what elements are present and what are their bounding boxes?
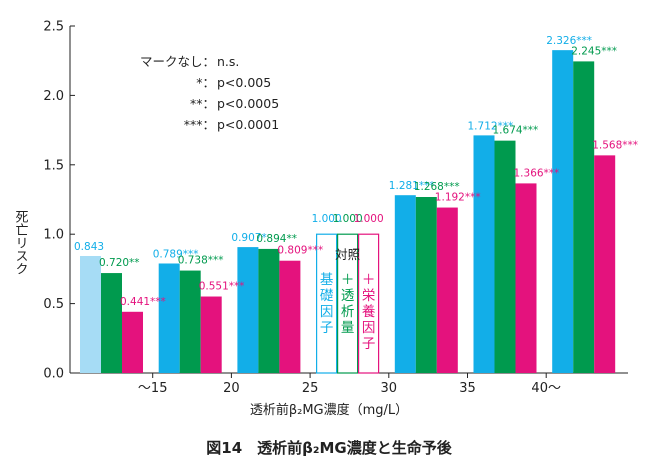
x-axis-label: 透析前β₂MG濃度（mg/L） xyxy=(250,402,408,418)
reference-series-label: 因 xyxy=(320,304,334,320)
data-label: 1.281*** xyxy=(389,180,435,192)
significance-legend: マークなし： n.s.*： p<0.005**： p<0.0005***： p<0.00… xyxy=(140,54,279,132)
figure-caption: 図14 透析前β₂MG濃度と生命予後 xyxy=(206,439,452,457)
bar xyxy=(594,155,616,373)
axes: 0.0 0.5 1.0 1.5 2.0 2.5 〜15 20 25 30 35 40〜 xyxy=(43,20,628,396)
data-labels: 0.843 0.720** 0.441*** 0.789***0.738*** 0.55… xyxy=(74,35,638,352)
y-tick-label: 2.5 xyxy=(43,20,64,35)
bar xyxy=(80,255,101,373)
bar xyxy=(179,270,201,373)
legend-text: n.s. xyxy=(217,54,239,69)
legend-mark: ***： xyxy=(184,117,215,132)
data-label: 0.894** xyxy=(256,233,297,245)
bar xyxy=(101,273,122,373)
bar-reference xyxy=(358,233,380,374)
bar-reference xyxy=(316,233,338,374)
data-label: 0.907* xyxy=(231,232,266,244)
bar-reference xyxy=(337,233,359,374)
bar xyxy=(415,197,437,373)
bar xyxy=(279,260,301,373)
reference-series-label: 礎 xyxy=(320,288,334,304)
legend-mark: *： xyxy=(196,75,215,90)
reference-series-label: 養 xyxy=(362,303,376,320)
data-label: 1.000 xyxy=(354,213,384,225)
data-label: 1.192*** xyxy=(435,192,481,204)
data-label: 0.809*** xyxy=(277,245,323,257)
data-label: 0.720** xyxy=(99,257,140,269)
reference-series-label: 量 xyxy=(341,320,355,336)
legend-mark: **： xyxy=(190,96,215,111)
reference-series-label: 透 xyxy=(341,288,355,304)
data-label: 0.551*** xyxy=(199,281,245,293)
reference-series-label: ＋ xyxy=(362,272,376,288)
y-tick-label: 0.5 xyxy=(43,297,64,312)
y-axis-label: 死亡リスク xyxy=(13,210,29,275)
reference-series-label: 子 xyxy=(320,320,334,336)
bar xyxy=(200,296,222,373)
data-label: 1.366*** xyxy=(514,167,560,179)
x-tick-label: 〜15 xyxy=(138,381,168,396)
legend-text: p<0.0001 xyxy=(217,117,279,132)
bar xyxy=(158,263,180,373)
bar xyxy=(122,311,143,373)
bar xyxy=(515,183,537,373)
legend-text: p<0.0005 xyxy=(217,96,279,111)
reference-label: 対照 xyxy=(335,247,360,262)
data-label: 0.738*** xyxy=(178,255,224,267)
legend-mark: マークなし： xyxy=(140,54,215,69)
data-label: 0.789*** xyxy=(153,248,199,260)
reference-series-label: 栄 xyxy=(362,288,376,304)
reference-series-label: 子 xyxy=(362,336,376,352)
x-tick-label: 25 xyxy=(302,381,319,396)
reference-series-label: ＋ xyxy=(341,272,355,288)
x-tick-label: 20 xyxy=(223,381,240,396)
x-tick-label: 30 xyxy=(381,381,398,396)
bar xyxy=(258,248,280,373)
data-label: 1.568*** xyxy=(592,139,638,151)
reference-series-label: 析 xyxy=(341,304,355,320)
bar xyxy=(394,195,416,373)
legend-text: p<0.005 xyxy=(217,75,271,90)
data-label: 0.441*** xyxy=(120,296,166,308)
reference-series-label: 因 xyxy=(362,320,376,336)
y-tick-label: 2.0 xyxy=(43,89,64,104)
data-label: 1.712*** xyxy=(468,120,514,132)
data-label: 2.326*** xyxy=(546,35,592,47)
bar xyxy=(494,140,516,373)
bar xyxy=(473,135,495,373)
data-label: 1.000 xyxy=(333,213,363,225)
x-tick-label: 40〜 xyxy=(531,381,561,396)
reference-series-label: 基 xyxy=(320,271,334,288)
y-tick-label: 0.0 xyxy=(43,367,64,382)
bar xyxy=(436,207,458,373)
y-tick-label: 1.0 xyxy=(43,228,64,243)
data-label: 2.245*** xyxy=(571,45,617,57)
data-label: 1.674*** xyxy=(493,125,539,137)
bar xyxy=(552,50,574,374)
bars xyxy=(80,50,616,374)
data-label: 1.000 xyxy=(312,213,342,225)
x-tick-label: 35 xyxy=(459,381,476,396)
data-label: 1.268*** xyxy=(414,181,460,193)
bar xyxy=(573,61,595,373)
y-tick-label: 1.5 xyxy=(43,158,64,173)
data-label: 0.843 xyxy=(74,241,104,253)
bar xyxy=(237,247,259,373)
